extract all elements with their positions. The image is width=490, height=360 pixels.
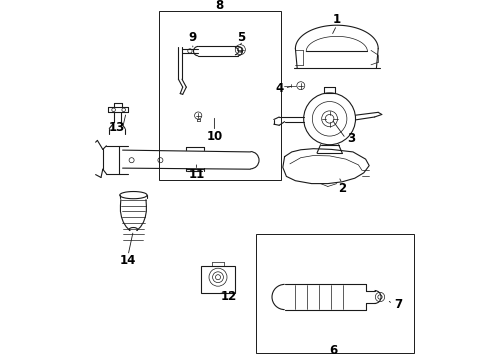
Text: 14: 14: [120, 255, 136, 267]
Text: 12: 12: [220, 291, 237, 303]
Text: 9: 9: [189, 31, 197, 44]
Text: 5: 5: [237, 31, 245, 44]
Text: 7: 7: [394, 298, 402, 311]
Text: 4: 4: [275, 82, 283, 95]
Bar: [159, 11, 281, 180]
Text: 11: 11: [188, 168, 204, 181]
Text: 13: 13: [109, 121, 125, 134]
Bar: [256, 234, 414, 353]
Text: 3: 3: [347, 132, 355, 145]
Text: 8: 8: [216, 0, 224, 12]
Text: 10: 10: [206, 130, 222, 143]
Text: 1: 1: [333, 13, 341, 26]
Text: 2: 2: [338, 183, 346, 195]
Bar: [201, 266, 235, 293]
Text: 6: 6: [329, 345, 337, 357]
